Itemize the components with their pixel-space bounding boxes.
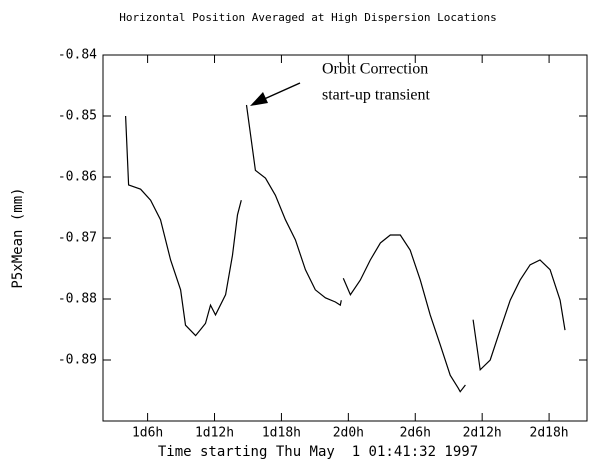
x-tick-label: 2d6h [400,426,431,441]
x-tick-label: 1d18h [262,426,301,441]
y-tick-label: -0.89 [58,353,97,368]
y-tick-label: -0.88 [58,292,97,307]
x-tick-label: 2d12h [463,426,502,441]
arrow-head [250,92,268,106]
y-tick-label: -0.84 [58,48,97,63]
plot-frame [102,54,588,422]
y-axis-label: P5xMean (mm) [10,187,26,288]
chart-title: Horizontal Position Averaged at High Dis… [119,11,497,24]
x-tick-label: 1d12h [195,426,234,441]
x-tick-label: 2d18h [530,426,569,441]
x-tick-label: 1d6h [132,426,163,441]
annotation: Orbit Correction [322,61,428,78]
y-tick-label: -0.87 [58,231,97,246]
x-tick-label: 2d0h [333,426,364,441]
y-tick-label: -0.85 [58,109,97,124]
annotation: start-up transient [322,87,431,104]
y-tick-label: -0.86 [58,170,97,185]
data-line [125,104,566,393]
arrow-shaft [261,82,301,101]
x-axis-label: Time starting Thu May 1 01:41:32 1997 [158,444,478,460]
